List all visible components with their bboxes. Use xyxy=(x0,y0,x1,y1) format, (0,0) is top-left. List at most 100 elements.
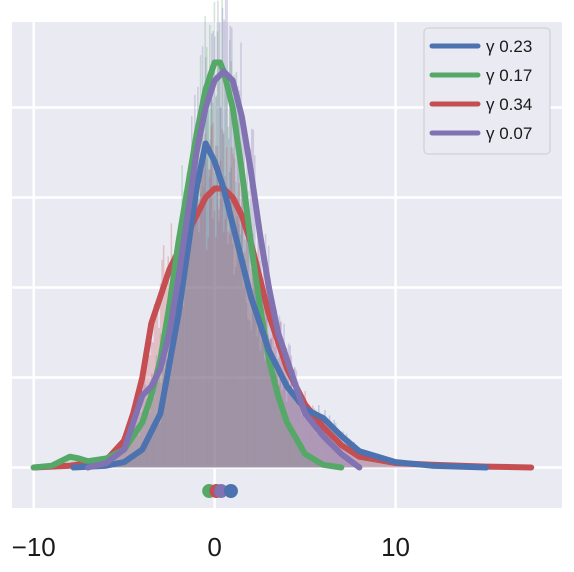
hist-bar-1 xyxy=(273,383,276,468)
hist-bar-3 xyxy=(127,428,130,468)
hist-bar-2 xyxy=(224,218,226,468)
hist-bar-0 xyxy=(242,286,245,468)
hist-bar-2 xyxy=(313,408,316,468)
hist-bar-0 xyxy=(176,321,179,468)
hist-bar-1 xyxy=(213,1,216,468)
hist-bar-1 xyxy=(281,409,283,468)
hist-bar-1 xyxy=(301,450,303,468)
hist-bar-3 xyxy=(169,311,172,468)
hist-bar-3 xyxy=(197,86,199,468)
hist-bar-0 xyxy=(368,456,371,468)
hist-bar-1 xyxy=(307,456,309,468)
hist-bar-1 xyxy=(210,68,213,468)
hist-bar-0 xyxy=(259,350,262,468)
hist-bar-1 xyxy=(312,459,314,468)
hist-bar-2 xyxy=(169,295,171,468)
hist-bar-0 xyxy=(351,449,354,468)
hist-bar-3 xyxy=(129,424,132,468)
hist-bar-2 xyxy=(182,266,185,468)
hist-bar-3 xyxy=(340,455,342,468)
hist-bar-3 xyxy=(255,252,258,468)
hist-bar-1 xyxy=(233,74,236,468)
hist-bar-1 xyxy=(135,424,137,468)
mean-markers xyxy=(202,484,238,498)
hist-bar-3 xyxy=(318,425,321,468)
hist-bar-3 xyxy=(181,222,184,468)
hist-bar-0 xyxy=(205,110,208,468)
hist-bar-1 xyxy=(190,181,193,468)
hist-bar-0 xyxy=(253,278,255,468)
hist-bar-0 xyxy=(155,427,157,468)
hist-bar-1 xyxy=(264,358,266,468)
hist-bar-1 xyxy=(252,251,254,468)
hist-bar-3 xyxy=(167,341,170,468)
hist-bar-2 xyxy=(370,457,373,468)
hist-bar-3 xyxy=(232,122,235,468)
hist-bar-0 xyxy=(148,435,151,468)
hist-bar-2 xyxy=(253,287,256,468)
hist-bar-0 xyxy=(181,266,183,468)
hist-bar-0 xyxy=(164,380,166,468)
hist-bar-2 xyxy=(322,418,325,468)
hist-bar-0 xyxy=(188,182,191,468)
hist-bar-3 xyxy=(277,342,279,468)
hist-bar-0 xyxy=(184,284,186,468)
hist-bar-3 xyxy=(310,415,313,468)
hist-bar-2 xyxy=(138,399,140,468)
hist-bar-2 xyxy=(202,170,205,468)
hist-bar-3 xyxy=(121,447,124,468)
hist-bar-3 xyxy=(174,329,176,468)
hist-bar-2 xyxy=(178,281,180,468)
hist-bar-3 xyxy=(304,403,307,468)
hist-bar-0 xyxy=(310,422,312,468)
hist-bar-2 xyxy=(179,228,182,468)
hist-bar-2 xyxy=(216,145,219,468)
hist-bar-3 xyxy=(238,90,241,468)
hist-bar-2 xyxy=(118,449,120,468)
hist-bar-0 xyxy=(281,390,283,468)
hist-bar-3 xyxy=(280,320,282,468)
legend-label-3: γ 0.07 xyxy=(486,124,532,143)
hist-bar-3 xyxy=(260,224,262,468)
hist-bar-0 xyxy=(318,405,320,468)
hist-bar-1 xyxy=(276,385,279,468)
hist-bar-0 xyxy=(131,457,134,468)
hist-bar-3 xyxy=(330,441,333,468)
hist-bar-1 xyxy=(153,397,156,468)
hist-bar-2 xyxy=(227,231,230,468)
hist-bar-0 xyxy=(273,374,275,468)
hist-bar-3 xyxy=(309,424,311,468)
hist-bar-0 xyxy=(241,221,243,468)
hist-bar-2 xyxy=(353,451,356,468)
hist-bar-3 xyxy=(164,343,167,468)
hist-bar-2 xyxy=(330,438,333,468)
hist-bar-1 xyxy=(279,404,282,468)
hist-bar-3 xyxy=(303,415,305,468)
hist-bar-2 xyxy=(359,456,362,468)
hist-bar-2 xyxy=(205,249,208,468)
hist-bar-3 xyxy=(160,382,162,468)
hist-bar-0 xyxy=(267,359,269,468)
hist-bar-2 xyxy=(175,252,177,468)
hist-bar-2 xyxy=(373,460,376,468)
hist-bar-0 xyxy=(141,451,143,468)
hist-bar-2 xyxy=(218,209,220,468)
hist-bar-2 xyxy=(225,147,228,468)
hist-bar-0 xyxy=(344,437,346,468)
hist-bar-2 xyxy=(241,183,243,468)
hist-bar-0 xyxy=(350,444,352,468)
hist-bar-1 xyxy=(232,147,234,468)
hist-bar-3 xyxy=(295,370,298,468)
hist-bar-1 xyxy=(115,453,117,468)
hist-bar-3 xyxy=(183,191,185,468)
hist-bar-0 xyxy=(171,346,174,468)
hist-bar-2 xyxy=(302,401,305,468)
hist-bar-1 xyxy=(261,301,263,468)
legend-label-0: γ 0.23 xyxy=(486,37,532,56)
hist-bar-3 xyxy=(301,403,304,468)
hist-bar-3 xyxy=(334,446,336,468)
hist-bar-2 xyxy=(273,341,276,468)
hist-bar-0 xyxy=(231,244,234,468)
hist-bar-0 xyxy=(264,360,266,468)
hist-bar-1 xyxy=(229,39,231,468)
